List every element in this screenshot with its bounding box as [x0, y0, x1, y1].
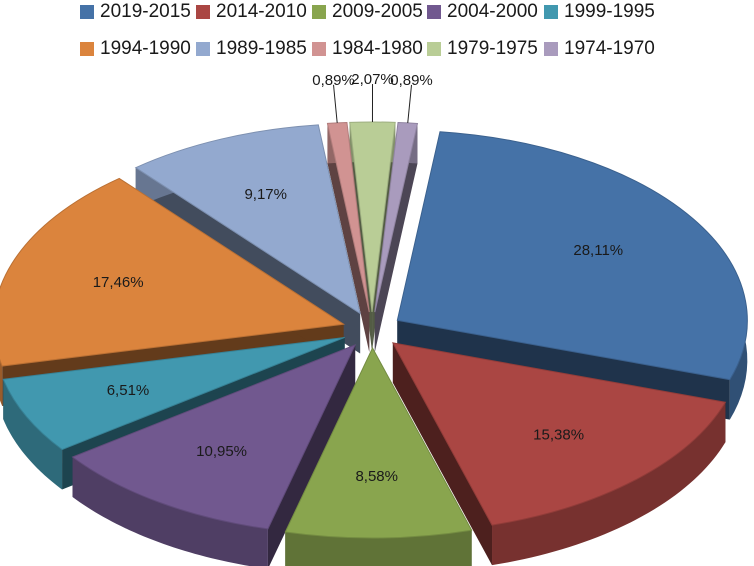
legend-item: 1989-1985 [196, 38, 307, 60]
slice-wall [392, 342, 493, 566]
legend-swatch [427, 42, 441, 56]
slice-label: 28,11% [573, 242, 623, 259]
slice-wall [374, 123, 418, 353]
slice-label: 9,17% [244, 186, 287, 203]
legend-swatch [196, 42, 210, 56]
legend-item: 1994-1990 [80, 38, 191, 60]
legend-label: 1994-1990 [100, 38, 191, 59]
pie-slice-2019-2015 [396, 131, 748, 381]
slice-label: 2,07% [351, 71, 394, 88]
slice-label: 15,38% [533, 427, 584, 444]
pie-slice-1989-1985 [134, 124, 361, 315]
legend-item: 2009-2005 [312, 1, 423, 23]
legend-swatch [196, 5, 210, 19]
slice-label: 10,95% [196, 443, 247, 460]
legend-swatch [544, 5, 558, 19]
legend-item: 2019-2015 [80, 1, 191, 23]
slice-edge [3, 379, 63, 490]
slice-edge [492, 402, 726, 566]
leader-line [407, 84, 413, 123]
legend-item: 2014-2010 [196, 1, 307, 23]
legend-label: 2014-2010 [216, 1, 307, 22]
legend-label: 2019-2015 [100, 1, 191, 22]
legend-item: 1984-1980 [312, 38, 423, 60]
slice-edge [285, 530, 472, 566]
legend-item: 1999-1995 [544, 1, 655, 23]
legend-item: 1974-1970 [544, 38, 655, 60]
legend-swatch [80, 5, 94, 19]
slice-label: 6,51% [107, 382, 150, 399]
legend-label: 2009-2005 [332, 1, 423, 22]
legend-item: 2004-2000 [427, 1, 538, 23]
chart-legend: 2019-2015 2014-2010 2009-2005 2004-2000 1999… [0, 0, 754, 75]
leader-line [333, 84, 338, 123]
pie-slice-1999-1995 [2, 336, 345, 451]
slice-label: 0,89% [390, 72, 433, 89]
legend-swatch [544, 42, 558, 56]
pie-slice-2004-2000 [71, 343, 357, 530]
pie-slice-2014-2010 [391, 342, 727, 526]
pie-slice-1994-1990 [0, 177, 346, 367]
legend-label: 1984-1980 [332, 38, 423, 59]
legend-swatch [427, 5, 441, 19]
pie-slice-2009-2005 [284, 346, 473, 539]
legend-item: 1979-1975 [427, 38, 538, 60]
pie-slice-1974-1970 [374, 121, 419, 313]
slice-edge [72, 456, 268, 566]
legend-swatch [80, 42, 94, 56]
legend-swatch [312, 42, 326, 56]
slice-label: 8,58% [355, 468, 398, 485]
slice-wall [327, 123, 370, 353]
slice-wall [267, 344, 356, 566]
slice-label: 0,89% [312, 72, 355, 89]
legend-label: 1999-1995 [564, 1, 655, 22]
legend-label: 2004-2000 [447, 1, 538, 22]
slice-label: 17,46% [93, 274, 144, 291]
legend-label: 1989-1985 [216, 38, 307, 59]
legend-label: 1974-1970 [564, 38, 655, 59]
legend-label: 1979-1975 [447, 38, 538, 59]
legend-swatch [312, 5, 326, 19]
